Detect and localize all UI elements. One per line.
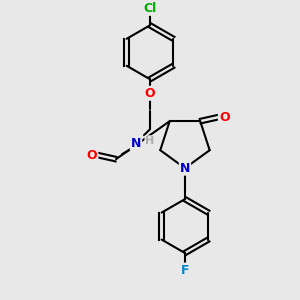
Text: O: O	[145, 87, 155, 100]
Text: F: F	[181, 263, 189, 277]
Text: Cl: Cl	[143, 2, 157, 15]
Text: O: O	[87, 149, 98, 162]
Text: H: H	[146, 136, 154, 146]
Text: N: N	[180, 162, 190, 175]
Text: N: N	[131, 137, 141, 150]
Text: O: O	[219, 111, 230, 124]
